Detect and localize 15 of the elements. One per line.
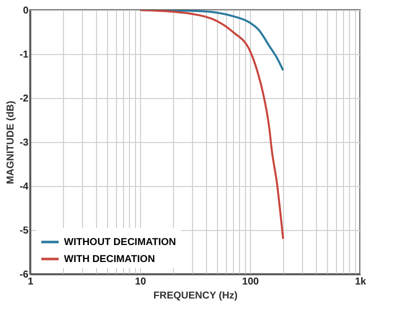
y-tick-label: 0: [22, 6, 29, 16]
legend-label: WITH DECIMATION: [64, 254, 155, 265]
x-axis-title: FREQUENCY (Hz): [153, 290, 238, 302]
y-tick-label: -2: [20, 94, 29, 104]
x-tick-label: 100: [242, 276, 260, 288]
legend-label: WITHOUT DECIMATION: [64, 237, 176, 248]
y-tick-label: -6: [20, 270, 29, 280]
x-tick-label: 1: [28, 276, 34, 288]
y-axis-title: MAGNITUDE (dB): [6, 100, 17, 184]
x-tick-label: 10: [134, 276, 146, 288]
y-tick-label: -5: [20, 226, 29, 236]
y-tick-label: -3: [20, 138, 29, 148]
y-tick-label: -4: [20, 182, 29, 192]
x-tick-label: 1k: [354, 276, 366, 288]
y-tick-label: -1: [20, 50, 29, 60]
